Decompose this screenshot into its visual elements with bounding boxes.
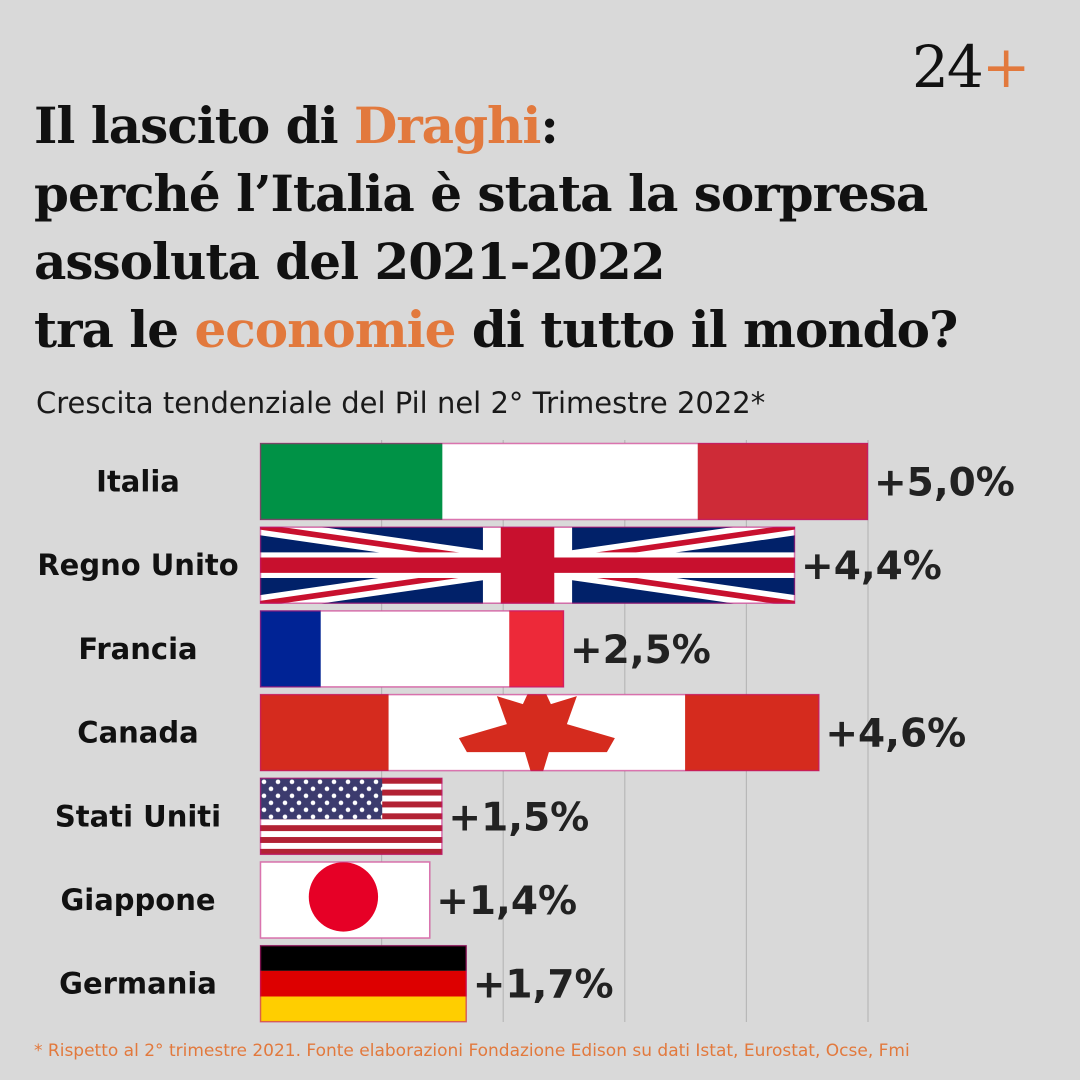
country-label-italia: Italia [96, 465, 180, 499]
country-labels: Italia Regno Unito Francia Canada Stati Unit… [37, 465, 238, 1001]
value-label-giappone: +1,4% [436, 879, 577, 924]
bar-stati-uniti [259, 777, 443, 856]
country-label-giappone: Giappone [60, 883, 215, 917]
bars [259, 442, 869, 1023]
bar-francia [259, 610, 565, 688]
brand-logo: 24+ [912, 38, 1030, 96]
headline-text: tra le [34, 300, 195, 359]
value-label-francia: +2,5% [570, 628, 711, 673]
flag-uk [260, 526, 796, 604]
headline: Il lascito di Draghi: perché l’Italia è … [34, 92, 1034, 364]
flag-france [260, 610, 564, 688]
flag-japan [260, 861, 431, 939]
footnote: * Rispetto al 2° trimestre 2021. Fonte e… [34, 1041, 910, 1061]
headline-line-4: tra le economie di tutto il mondo? [34, 296, 1034, 364]
bar-regno-unito [259, 526, 796, 604]
country-label-canada: Canada [77, 716, 198, 750]
headline-highlight-draghi: Draghi [353, 96, 541, 155]
value-label-italia: +5,0% [874, 461, 1015, 506]
country-label-regno-unito: Regno Unito [37, 548, 238, 582]
value-labels: +5,0% +4,4% +2,5% +4,6% +1,5% +1,4% +1,7% [436, 461, 1015, 1008]
bar-germania [259, 944, 467, 1023]
chart-title: Crescita tendenziale del Pil nel 2° Trim… [36, 386, 766, 420]
headline-line-3: assoluta del 2021-2022 [34, 232, 666, 291]
flag-canada [260, 694, 820, 772]
value-label-regno-unito: +4,4% [801, 544, 942, 589]
bar-giappone [259, 861, 431, 939]
bar-italia [259, 442, 869, 521]
flag-usa [260, 777, 443, 855]
headline-line-1: Il lascito di Draghi: [34, 92, 1034, 160]
logo-plus: + [981, 33, 1031, 101]
headline-text: Il lascito di [34, 96, 354, 155]
bar-canada [259, 693, 820, 772]
country-label-germania: Germania [59, 967, 217, 1001]
logo-number: 24 [912, 33, 984, 101]
value-label-germania: +1,7% [473, 963, 614, 1008]
country-label-francia: Francia [78, 632, 197, 666]
headline-line-2: perché l’Italia è stata la sorpresa [34, 164, 928, 223]
headline-highlight-economie: economie [194, 300, 456, 359]
country-label-stati-uniti: Stati Uniti [55, 799, 221, 833]
headline-text: di tutto il mondo? [455, 300, 958, 359]
headline-text: : [540, 96, 558, 155]
value-label-stati-uniti: +1,5% [448, 795, 589, 840]
value-label-canada: +4,6% [825, 712, 966, 757]
flag-italy [260, 443, 868, 520]
flag-germany [260, 945, 467, 1023]
